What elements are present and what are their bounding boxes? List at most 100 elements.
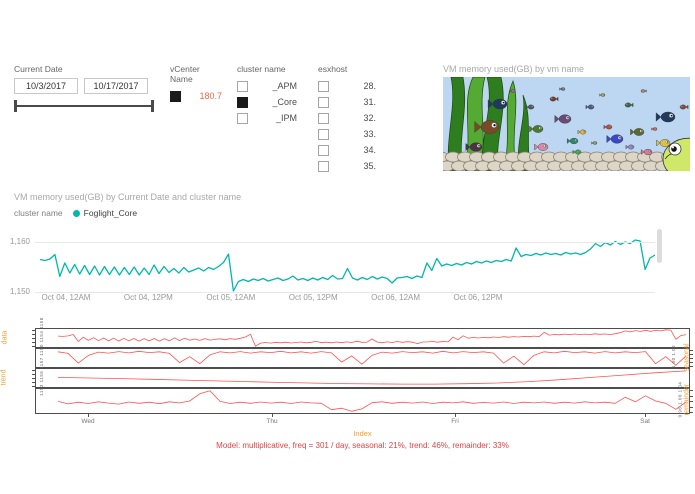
panel-label-trend: trend: [0, 369, 8, 386]
model-caption: Model: multiplicative, freq = 301 / day,…: [216, 441, 509, 450]
fish-icon[interactable]: [599, 93, 606, 97]
axis-ticks-remainder: 0.96 1.00 1.04: [677, 381, 683, 418]
axis-ticks-trend: 1153 1155 1157: [38, 357, 44, 396]
big-fish-icon[interactable]: [662, 137, 690, 171]
axis-tickmark: [32, 346, 35, 347]
fish-icon[interactable]: [591, 141, 598, 145]
fish-icon[interactable]: [630, 128, 645, 136]
aquarium-tank[interactable]: [443, 77, 690, 171]
esxhost-slicer: esxhost 28. 31. 32. 33. 34. 35.: [318, 64, 376, 174]
start-date-input[interactable]: 10/3/2017: [14, 78, 78, 94]
decomp-x-tick-label: Sat: [640, 418, 650, 425]
esxhost-item[interactable]: 33.: [318, 126, 376, 142]
fish-icon[interactable]: [679, 104, 689, 110]
aquarium-title: VM memory used(GB) by vm name: [443, 64, 585, 74]
x-tick-label: Oct 04, 12PM: [123, 293, 173, 302]
cluster-item[interactable]: _Core: [237, 94, 297, 110]
fish-icon[interactable]: [474, 120, 500, 134]
cluster-list: _APM _Core _IPM: [237, 78, 297, 126]
axis-tickmark: [32, 342, 35, 343]
axis-tickmark: [32, 334, 35, 335]
esxhost-item-label: 31.: [363, 97, 376, 107]
fish-icon[interactable]: [566, 137, 579, 145]
gridline-top: [35, 242, 655, 243]
axis-ticks-seasonal: 1.00 1.02: [671, 344, 677, 369]
esxhost-item-label: 28.: [363, 81, 376, 91]
slider-handle-right[interactable]: [151, 100, 154, 112]
panel-seasonal: [35, 348, 690, 368]
fish-icon[interactable]: [554, 114, 572, 124]
fish-icon[interactable]: [529, 125, 544, 133]
cluster-item-label: _IPM: [275, 113, 297, 123]
fish-icon[interactable]: [640, 89, 647, 93]
axis-tickmark: [690, 358, 693, 359]
fish-icon[interactable]: [606, 134, 624, 144]
fish-icon[interactable]: [585, 104, 595, 110]
fish-icon[interactable]: [465, 142, 483, 152]
cluster-item-label: _Core: [272, 97, 297, 107]
esxhost-checkbox[interactable]: [318, 96, 329, 108]
axis-tickmark: [690, 366, 693, 367]
end-date-input[interactable]: 10/17/2017: [84, 78, 148, 94]
line-chart-section: VM memory used(GB) by Current Date and c…: [14, 192, 684, 218]
slider-track: [16, 105, 152, 107]
axis-tickmark: [32, 382, 35, 383]
axis-tickmark: [690, 412, 693, 413]
fish-icon[interactable]: [624, 102, 634, 108]
chart-scrollbar[interactable]: [657, 229, 662, 263]
esxhost-checkbox[interactable]: [318, 144, 329, 156]
decomposition-visual[interactable]: data trend seasonal remainder 1150 1154 …: [0, 310, 695, 494]
cluster-checkbox[interactable]: [237, 112, 248, 124]
legend-dot-icon: [72, 209, 80, 217]
fish-icon[interactable]: [572, 149, 582, 155]
line-series-svg[interactable]: [35, 236, 656, 296]
esxhost-item[interactable]: 34.: [318, 142, 376, 158]
esxhost-item[interactable]: 32.: [318, 110, 376, 126]
x-tick-label: Oct 06, 12AM: [371, 293, 421, 302]
fish-icon[interactable]: [549, 96, 559, 102]
vcenter-checkbox[interactable]: [170, 90, 181, 102]
axis-tickmark: [690, 362, 693, 363]
esxhost-checkbox[interactable]: [318, 112, 329, 124]
esxhost-item[interactable]: 35.: [318, 158, 376, 174]
esxhost-checkbox[interactable]: [318, 160, 329, 172]
fish-icon[interactable]: [651, 127, 658, 131]
y-tick-1160: 1,160: [9, 237, 30, 246]
fish-icon[interactable]: [534, 143, 549, 151]
cluster-slicer: cluster name _APM _Core _IPM: [237, 64, 297, 126]
fish-icon[interactable]: [577, 129, 587, 135]
esxhost-item[interactable]: 31.: [318, 94, 376, 110]
cluster-checkbox[interactable]: [237, 96, 248, 108]
esxhost-item[interactable]: 28.: [318, 78, 376, 94]
slider-handle-left[interactable]: [14, 100, 17, 112]
vcenter-item[interactable]: 180.7: [170, 88, 222, 104]
axis-tickmark: [32, 370, 35, 371]
axis-tickmark: [32, 386, 35, 387]
esxhost-checkbox[interactable]: [318, 80, 329, 92]
vm-memory-line-chart[interactable]: [35, 236, 656, 296]
axis-tickmark: [690, 395, 693, 397]
fish-icon[interactable]: [625, 144, 635, 150]
date-range-slider[interactable]: [14, 100, 154, 112]
cluster-item[interactable]: _APM: [237, 78, 297, 94]
fish-icon[interactable]: [559, 87, 566, 91]
cluster-checkbox[interactable]: [237, 80, 248, 92]
fish-icon[interactable]: [656, 139, 671, 147]
fish-icon[interactable]: [525, 104, 535, 110]
fish-icon[interactable]: [655, 111, 676, 123]
fish-icon[interactable]: [509, 89, 516, 93]
axis-tickmark: [690, 406, 693, 408]
y-tick-1150: 1,150: [9, 287, 30, 296]
fish-icon[interactable]: [487, 98, 508, 110]
legend-field-label: cluster name: [14, 208, 63, 218]
fish-icon[interactable]: [603, 124, 613, 130]
cluster-item[interactable]: _IPM: [237, 110, 297, 126]
axis-tickmark: [690, 401, 693, 402]
esxhost-list: 28. 31. 32. 33. 34. 35.: [318, 78, 376, 174]
panel-label-data: data: [1, 330, 9, 345]
esxhost-checkbox[interactable]: [318, 128, 329, 140]
panel-remainder: [35, 388, 690, 414]
legend-series-label[interactable]: Foglight_Core: [83, 208, 138, 218]
fish-icon[interactable]: [640, 148, 653, 156]
